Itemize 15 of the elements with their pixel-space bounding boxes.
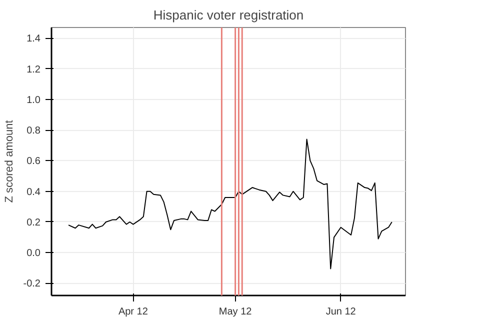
y-tick-label: 0.2 xyxy=(26,217,41,228)
line-series xyxy=(68,138,392,270)
y-tick-label: 1.4 xyxy=(26,34,41,45)
y-tick-label: 0.8 xyxy=(26,126,41,137)
chart-title: Hispanic voter registration xyxy=(153,8,304,22)
y-axis-title: Z scored amount xyxy=(3,120,16,203)
x-tick-label: May 12 xyxy=(218,306,252,318)
x-tick-label: Apr 12 xyxy=(118,306,148,318)
y-tick-label: 1.2 xyxy=(26,64,41,76)
y-tick-label: 0.4 xyxy=(26,186,41,198)
x-tick-label: Jun 12 xyxy=(326,306,356,318)
y-tick-label: 0.6 xyxy=(26,156,41,168)
y-tick-label: 1.0 xyxy=(26,94,41,106)
y-tick-label: -0.2 xyxy=(23,278,41,290)
y-tick-label: 0.0 xyxy=(26,248,41,260)
